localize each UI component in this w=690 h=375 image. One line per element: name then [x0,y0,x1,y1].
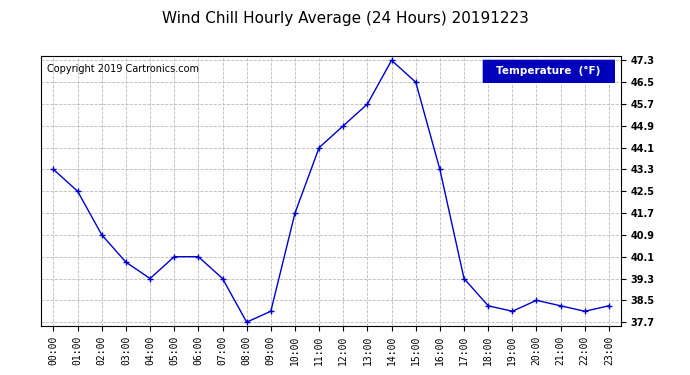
Text: Copyright 2019 Cartronics.com: Copyright 2019 Cartronics.com [47,64,199,74]
Text: Wind Chill Hourly Average (24 Hours) 20191223: Wind Chill Hourly Average (24 Hours) 201… [161,11,529,26]
